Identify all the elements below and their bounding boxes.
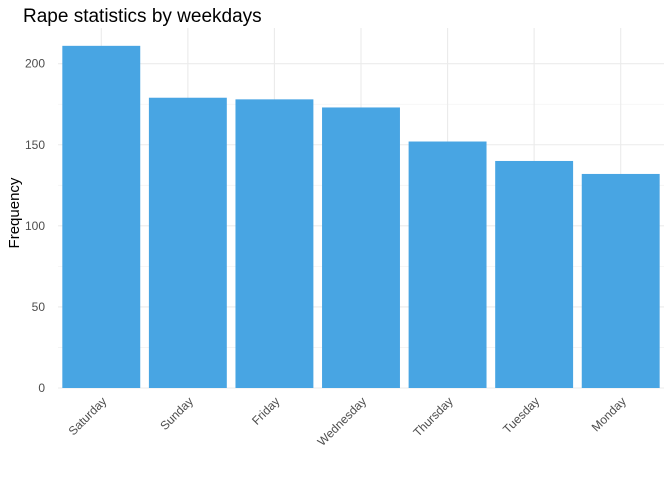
bars-layer — [62, 45, 660, 389]
x-tick-label: Monday — [589, 394, 629, 434]
x-tick-label: Tuesday — [500, 394, 542, 436]
y-tick-label: 100 — [25, 219, 45, 233]
x-tick-label: Friday — [249, 394, 282, 427]
x-tick-label: Wednesday — [315, 394, 370, 449]
bar-sunday — [148, 97, 227, 388]
bar-saturday — [62, 45, 141, 389]
y-tick-label: 0 — [38, 381, 45, 395]
x-tick-label: Sunday — [157, 394, 196, 433]
x-tick-labels: Saturday Sunday Friday Wednesday Thursday Tue… — [66, 394, 629, 449]
bar-thursday — [408, 141, 487, 388]
chart-title: Rape statistics by weekdays — [23, 6, 262, 27]
bar-monday — [581, 173, 660, 388]
y-axis-title: Frequency — [6, 177, 23, 248]
y-tick-label: 50 — [32, 300, 46, 314]
bar-tuesday — [495, 160, 574, 388]
bar-wednesday — [322, 107, 400, 388]
x-tick-label: Thursday — [410, 394, 455, 439]
x-tick-label: Saturday — [66, 394, 110, 438]
y-tick-labels: 0 50 100 150 200 — [25, 57, 45, 395]
y-tick-label: 150 — [25, 138, 45, 152]
bar-friday — [235, 99, 314, 388]
y-tick-label: 200 — [25, 57, 45, 71]
